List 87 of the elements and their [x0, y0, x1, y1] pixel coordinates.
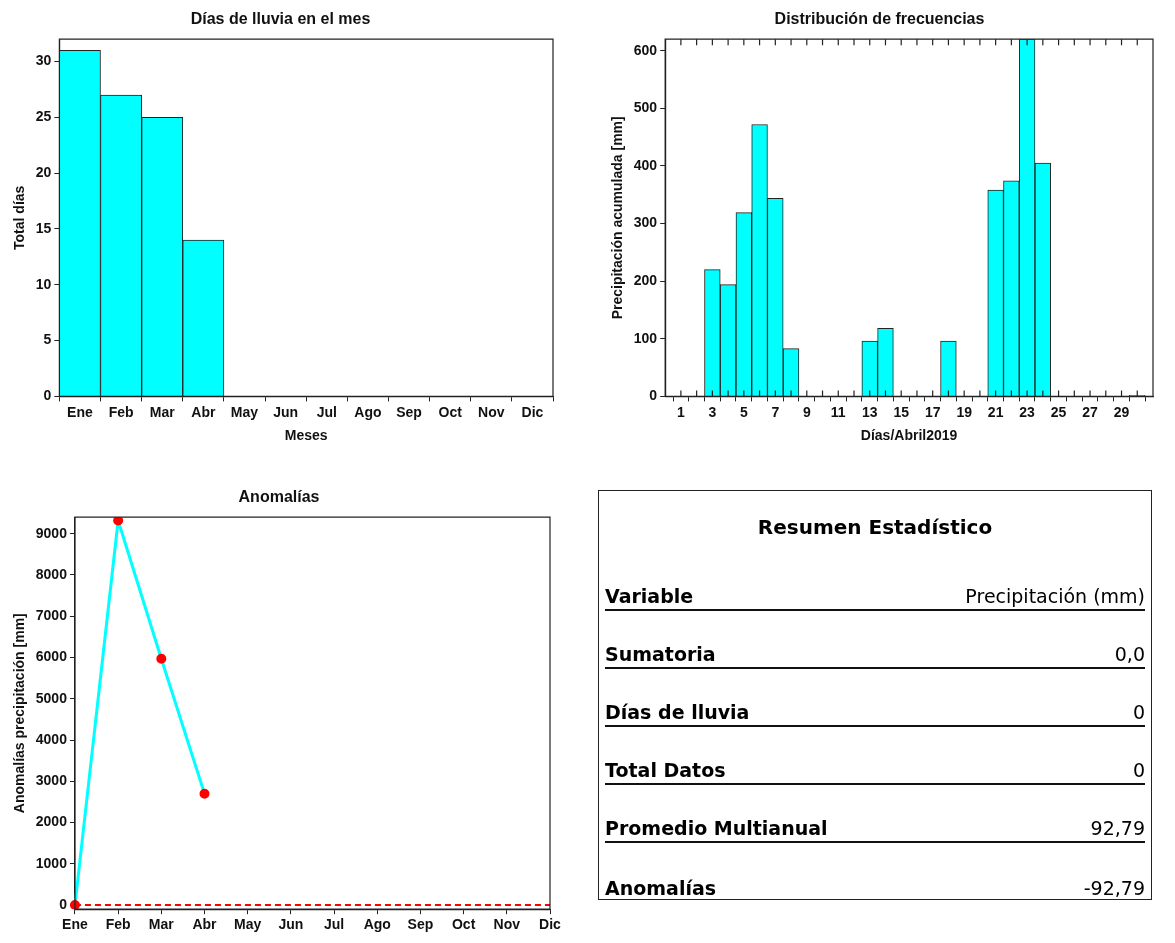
y-tick-label: 20 — [35, 164, 52, 181]
x-tick-label: 27 — [1082, 403, 1099, 420]
chart-title: Anomalías — [238, 488, 320, 506]
y-tick-label: 8000 — [35, 565, 68, 582]
text: 0,0 — [1114, 643, 1145, 665]
text: Precipitación (mm) — [965, 585, 1145, 607]
y-tick-label: 9000 — [35, 524, 68, 541]
x-tick-label: Oct — [451, 916, 476, 933]
y-axis-title: Precipitación acumulada [mm] — [609, 116, 626, 320]
x-tick-label: 7 — [771, 403, 780, 420]
y-tick-label: 1000 — [35, 854, 68, 871]
text: 0 — [1132, 701, 1145, 723]
y-tick-label: 4000 — [35, 730, 68, 747]
x-tick-label: 1 — [677, 403, 685, 420]
text: 92,79 — [1090, 817, 1145, 839]
x-tick-label: 15 — [893, 403, 910, 420]
x-tick-label: Sep — [407, 916, 434, 933]
x-tick-label: 9 — [802, 403, 811, 420]
x-tick-label: Dic — [521, 403, 544, 420]
y-tick-label: 25 — [35, 108, 52, 125]
y-tick-label: 100 — [633, 329, 658, 346]
y-tick-label: 200 — [633, 272, 658, 289]
x-tick-label: 17 — [924, 403, 941, 420]
point — [156, 653, 167, 664]
x-tick-label: Jul — [323, 916, 345, 933]
x-tick-label: 19 — [956, 403, 973, 420]
point — [199, 788, 210, 799]
x-tick-label: Oct — [438, 403, 463, 420]
x-tick-label: 3 — [708, 403, 717, 420]
x-tick-label: May — [234, 916, 262, 933]
x-tick-label: Nov — [478, 403, 505, 420]
x-tick-label: Feb — [108, 403, 134, 420]
x-tick-label: Mar — [148, 916, 175, 933]
text: Promedio Multianual — [605, 817, 828, 839]
x-tick-label: Sep — [396, 403, 422, 420]
y-tick-label: 300 — [633, 214, 658, 231]
text: Variable — [605, 585, 694, 607]
x-tick-label: Ene — [62, 916, 88, 933]
chart-title: Distribución de frecuencias — [774, 10, 985, 28]
text: Sumatoria — [605, 643, 716, 665]
x-tick-label: Abr — [192, 916, 218, 933]
x-tick-label: Abr — [191, 403, 216, 420]
text: -92,79 — [1083, 877, 1145, 899]
point — [113, 517, 124, 526]
x-tick-label: Mar — [149, 403, 176, 420]
x-tick-label: Feb — [105, 916, 131, 933]
x-tick-label: Ene — [67, 403, 93, 420]
y-tick-label: 0 — [59, 895, 68, 912]
x-tick-label: Ago — [363, 916, 391, 933]
x-tick-label: 25 — [1050, 403, 1067, 420]
x-tick-label: Jun — [278, 916, 304, 933]
x-tick-label: 5 — [739, 403, 748, 420]
y-tick-label: 30 — [35, 52, 52, 69]
y-tick-label: 10 — [35, 275, 52, 292]
x-tick-label: 29 — [1113, 403, 1130, 420]
y-tick-label: 5 — [43, 331, 52, 348]
y-tick-label: 5000 — [35, 689, 68, 706]
x-tick-label: May — [230, 403, 259, 420]
y-tick-label: 7000 — [35, 607, 68, 624]
y-tick-label: 0 — [649, 387, 658, 404]
y-tick-label: 3000 — [35, 772, 68, 789]
x-axis-title: Días/Abril2019 — [860, 427, 958, 444]
y-axis-title: Total días — [11, 185, 28, 250]
y-tick-label: 6000 — [35, 648, 68, 665]
x-tick-label: Jul — [316, 403, 337, 420]
text: Anomalías — [605, 877, 717, 899]
y-tick-label: 500 — [633, 99, 658, 116]
x-tick-label: 21 — [987, 403, 1004, 420]
y-axis-title: Anomalías precipitación [mm] — [11, 613, 28, 814]
x-tick-label: 23 — [1019, 403, 1036, 420]
chart-title: Días de lluvia en el mes — [190, 10, 371, 28]
text: Total Datos — [605, 759, 726, 781]
x-tick-label: 11 — [830, 403, 846, 420]
y-tick-label: 600 — [633, 41, 658, 58]
text: Días de lluvia — [605, 701, 750, 723]
y-tick-label: 400 — [633, 156, 658, 173]
x-tick-label: Jun — [273, 403, 299, 420]
y-tick-label: 0 — [43, 387, 52, 404]
x-axis-title: Meses — [284, 427, 328, 444]
text: 0 — [1132, 759, 1145, 781]
x-tick-label: Dic — [539, 916, 562, 933]
x-tick-label: 13 — [861, 403, 878, 420]
y-tick-label: 15 — [35, 219, 52, 236]
x-tick-label: Nov — [493, 916, 521, 933]
y-tick-label: 2000 — [35, 813, 68, 830]
text: Resumen Estadístico — [756, 515, 994, 539]
x-tick-label: Ago — [354, 403, 382, 420]
